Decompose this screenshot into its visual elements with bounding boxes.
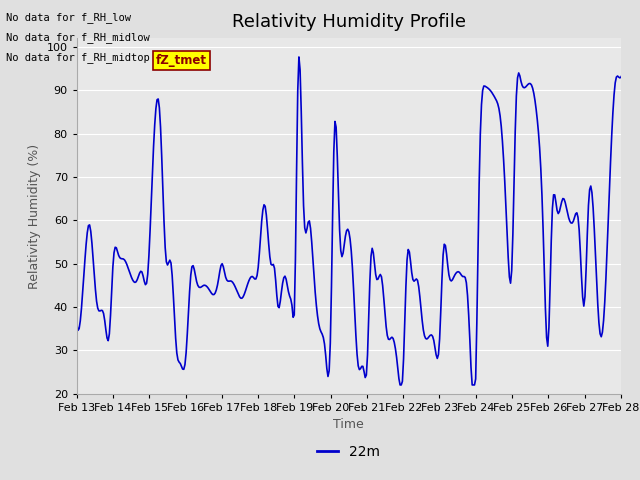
Text: fZ_tmet: fZ_tmet	[156, 54, 207, 67]
Text: No data for f_RH_midlow: No data for f_RH_midlow	[6, 32, 150, 43]
Title: Relativity Humidity Profile: Relativity Humidity Profile	[232, 13, 466, 31]
Text: No data for f_RH_midtop: No data for f_RH_midtop	[6, 52, 150, 63]
Legend: 22m: 22m	[312, 440, 386, 465]
X-axis label: Time: Time	[333, 418, 364, 431]
Text: No data for f_RH_low: No data for f_RH_low	[6, 12, 131, 23]
Y-axis label: Relativity Humidity (%): Relativity Humidity (%)	[28, 144, 41, 288]
